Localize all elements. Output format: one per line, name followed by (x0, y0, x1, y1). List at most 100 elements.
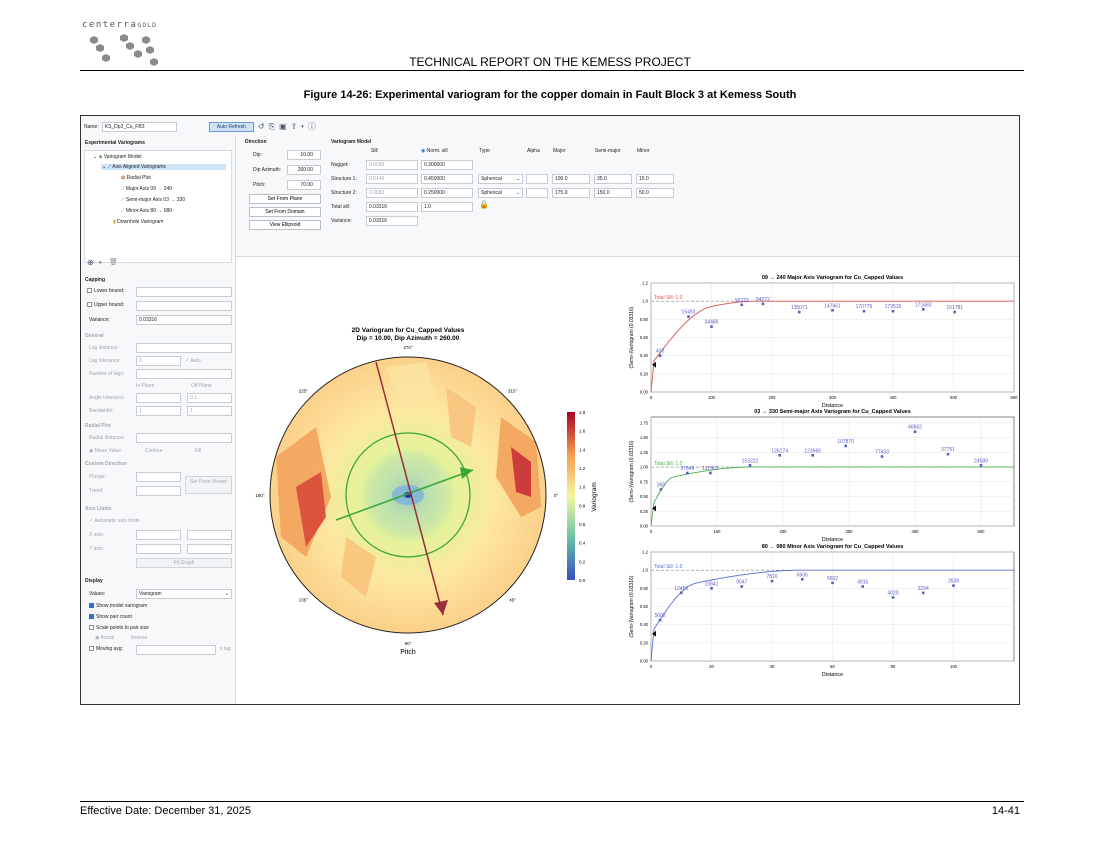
pitch-input[interactable]: 70.00 (287, 180, 321, 190)
x-tick-label: 500 (978, 529, 986, 534)
structure-1-minor[interactable]: 15.0 (636, 174, 674, 184)
display-heading: Display (85, 578, 103, 584)
nugget-norm-sill[interactable]: 0.300000 (421, 160, 473, 170)
help-icon[interactable]: ⓘ (307, 122, 316, 131)
lower-bound-input[interactable] (136, 287, 232, 297)
structure-2-minor[interactable]: 50.0 (636, 188, 674, 198)
tree-item-major-axis[interactable]: ⟋ Major Axis 09 → 240 (121, 186, 173, 192)
colorbar-label: Variogram (591, 482, 598, 512)
copy-icon[interactable]: ⎘ (268, 121, 276, 131)
data-point (946, 452, 950, 456)
tree-item-axis-aligned[interactable]: ⌄ ⟋ Axis Aligned Variograms (101, 164, 226, 170)
x-axis-min-input[interactable] (136, 530, 181, 540)
inverse-radio[interactable]: Inverse (131, 635, 148, 641)
export-icon[interactable]: ⇪ (290, 122, 298, 131)
view-ellipsoid-button[interactable]: View Ellipsoid (249, 220, 321, 230)
pair-count-label: 5652 (827, 576, 838, 582)
moving-avg-checkbox[interactable]: Moving avg: (89, 646, 123, 652)
structure-1-semi-major[interactable]: 35.0 (594, 174, 632, 184)
structure-1-major[interactable]: 100.0 (552, 174, 590, 184)
structure-2-type[interactable]: Spherical ⌄ (478, 188, 523, 198)
tree-item-semi-major-axis[interactable]: ⟋ Semi-major Axis 03 → 330 (121, 197, 186, 203)
structure-1-type[interactable]: Spherical ⌄ (478, 174, 523, 184)
x-tick-label: 0 (650, 529, 653, 534)
set-from-viewer-button[interactable]: Set From Viewer (185, 476, 232, 494)
dip-input[interactable]: 10.00 (287, 150, 321, 160)
num-lags-input[interactable] (136, 369, 232, 379)
data-point (979, 464, 983, 467)
contour-checkbox[interactable]: Contour (145, 448, 163, 454)
structure-2-alpha[interactable] (526, 188, 548, 198)
add-icon[interactable]: ⊕ (87, 258, 94, 267)
structure-2-semi-major[interactable]: 150.0 (594, 188, 632, 198)
radial-distance-input[interactable] (136, 433, 232, 443)
y-axis-label: (Semi-)Variogram (0.03316) (629, 440, 635, 502)
pair-count-label: 117907 (702, 466, 719, 472)
pair-count-label: 34486 (705, 320, 719, 326)
lag-distance-input[interactable] (136, 343, 232, 353)
pitch-label: Pitch: (253, 182, 266, 188)
structure-1-sill[interactable]: 0.0149 (366, 174, 418, 184)
colorbar-tick-label: 1.8 (579, 410, 586, 415)
variogram-chart-1: 09 → 240 Major Axis Variogram for Cu_Cap… (629, 275, 1018, 409)
tree-item-radial-plot[interactable]: ✿ Radial Plot (121, 175, 151, 181)
auto-axis-checkbox[interactable]: ✓ Automatic axis limits (89, 518, 140, 524)
structure-1-alpha[interactable] (526, 174, 548, 184)
tree-item-variogram-model[interactable]: ⌄ ◈ Variogram Model (93, 154, 142, 160)
model-curve (650, 300, 1014, 393)
fill-checkbox[interactable]: Fill (195, 448, 202, 454)
x-axis-max-input[interactable] (187, 530, 232, 540)
lock-icon[interactable]: 🔒 (479, 200, 489, 209)
y-axis-min-input[interactable] (136, 544, 181, 554)
y-axis-max-input[interactable] (187, 544, 232, 554)
trend-input[interactable] (136, 486, 181, 496)
variance-input[interactable]: 0.03316 (136, 315, 232, 325)
mean-value-radio[interactable]: ◉ Mean Value (89, 448, 122, 454)
data-point (831, 308, 834, 312)
data-point (710, 587, 713, 590)
bandwidth-off-input[interactable]: 1 (187, 406, 232, 416)
save-icon[interactable]: ▣ (279, 122, 287, 131)
structure-2-norm-sill[interactable]: 0.250000 (421, 188, 473, 198)
fit-graph-button[interactable]: Fit Graph (136, 558, 232, 568)
logo-word-gold: GOLD (137, 21, 158, 29)
y-tick-label: 0.00 (640, 524, 649, 529)
tree-item-minor-axis[interactable]: ⟋ Minor Axis 80 → 080 (121, 208, 173, 214)
actual-radio[interactable]: ◉ Actual (95, 635, 115, 641)
norm-sill-radio[interactable]: ◉ Norm. sill (421, 148, 448, 154)
structure-2-sill[interactable]: 0.0083 (366, 188, 418, 198)
angle-tolerance-off-input[interactable]: 0.1 (187, 393, 232, 403)
bandwidth-in-input[interactable]: 1 (136, 406, 181, 416)
chevron-down-icon[interactable]: ▾ (301, 123, 304, 130)
colorbar-tick-label: 1.2 (579, 466, 586, 471)
auto-checkbox[interactable]: ✓ Auto (185, 358, 201, 364)
variogram-app-window: Name: KS_Dp2_Cu_FB3 Auto Refresh ↺ ⎘ ▣ ⇪… (80, 115, 1020, 705)
show-model-checkbox[interactable]: Show model variogram (89, 603, 147, 609)
scale-points-checkbox[interactable]: Scale points to pair size (89, 625, 149, 631)
structure-2-major[interactable]: 175.0 (552, 188, 590, 198)
dip-azimuth-input[interactable]: 260.00 (287, 165, 321, 175)
values-select[interactable]: Variogram ⌄ (136, 589, 232, 599)
nugget-sill[interactable]: 0.0099 (366, 160, 418, 170)
tree-item-downhole[interactable]: ▮ Downhole Variogram (113, 219, 164, 225)
lag-tolerance-input[interactable]: 0 (136, 356, 181, 366)
upper-bound-checkbox[interactable]: Upper bound: (87, 302, 124, 308)
delete-icon[interactable]: 🗑 (109, 259, 118, 266)
plunge-input[interactable] (136, 472, 181, 482)
x-tick-label: 400 (890, 395, 898, 400)
set-from-plane-button[interactable]: Set From Plane (249, 194, 321, 204)
upper-bound-input[interactable] (136, 301, 232, 311)
set-from-domain-button[interactable]: Set From Domain (249, 207, 321, 217)
undo-icon[interactable]: ↺ (257, 122, 265, 131)
lower-bound-checkbox[interactable]: Lower bound: (87, 288, 124, 294)
data-point (687, 315, 690, 318)
name-input[interactable]: KS_Dp2_Cu_FB3 (101, 121, 177, 132)
pair-count-label: 6606 (797, 572, 808, 578)
radial-angle-label: 90° (405, 641, 412, 646)
angle-tolerance-in-input[interactable] (136, 393, 181, 403)
structure-1-norm-sill[interactable]: 0.450000 (421, 174, 473, 184)
moving-avg-input[interactable] (136, 645, 216, 655)
show-pair-count-checkbox[interactable]: Show pair count (89, 614, 132, 620)
auto-refresh-button[interactable]: Auto Refresh (208, 121, 254, 132)
add-dropdown-icon[interactable]: ▾ (99, 260, 102, 266)
